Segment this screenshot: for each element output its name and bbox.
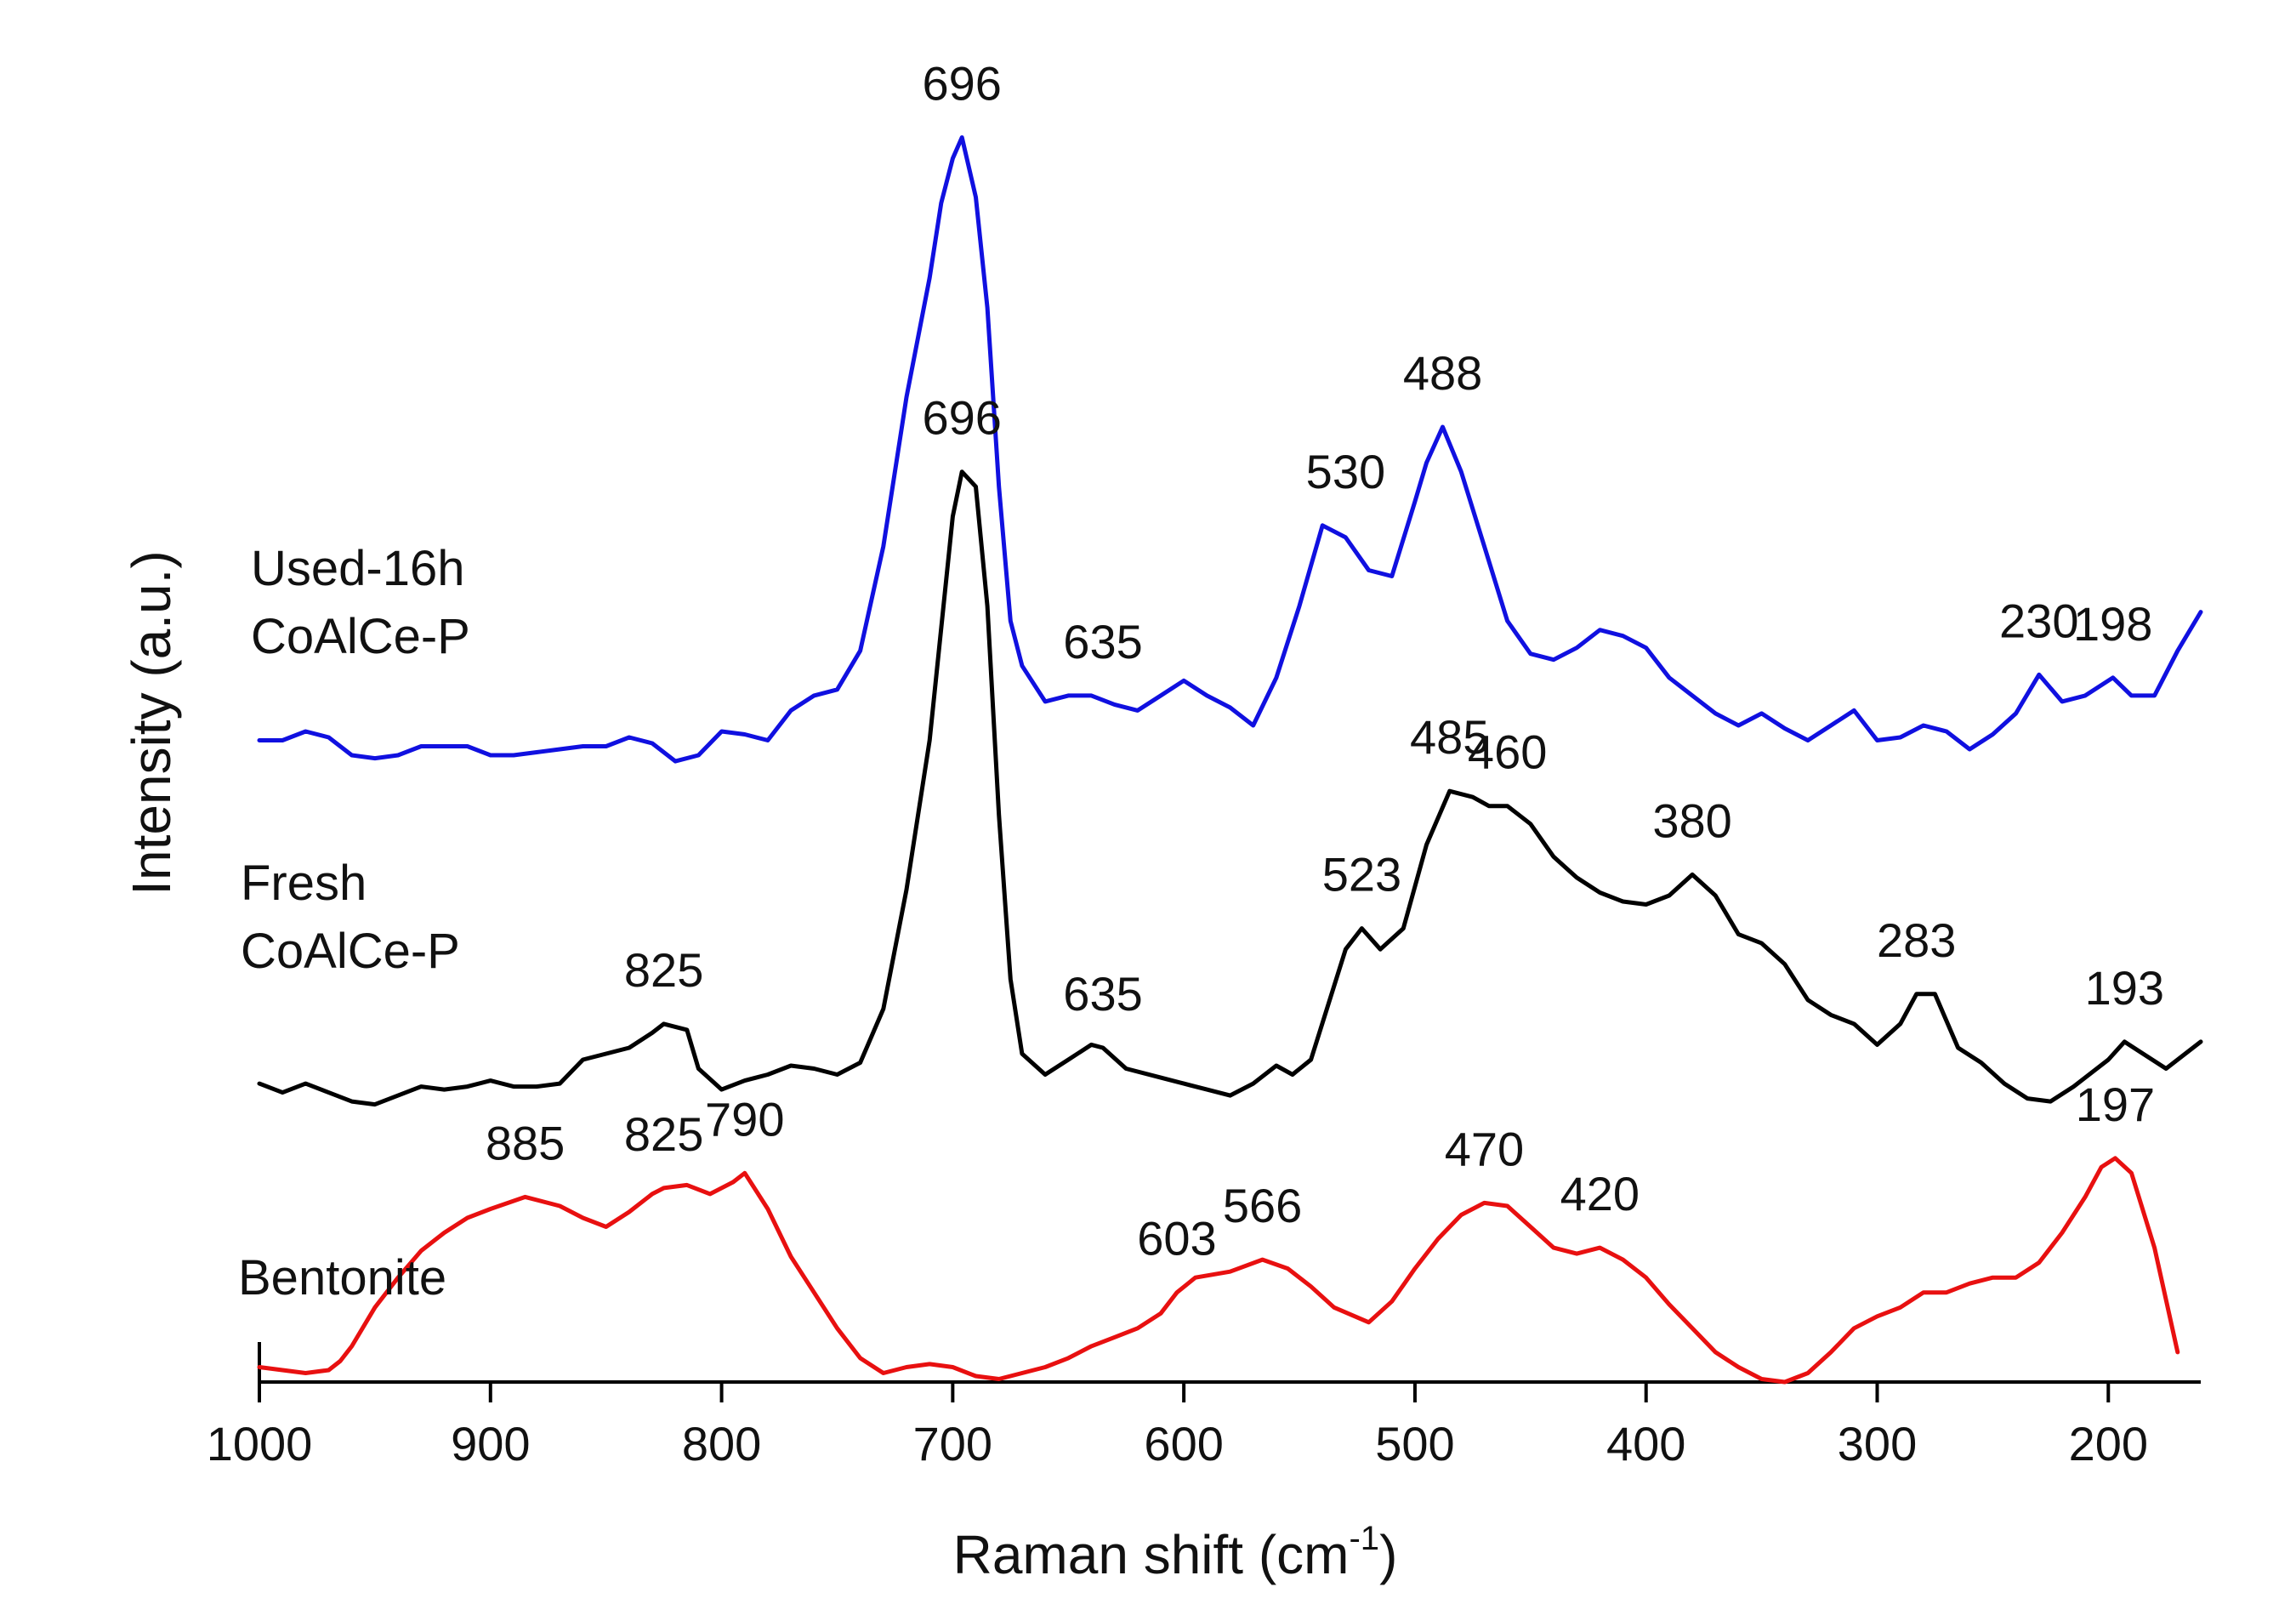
- x-axis-title: Raman shift (cm-1): [953, 1520, 1398, 1585]
- x-axis-title-superscript: -1: [1349, 1520, 1379, 1557]
- peak-label-fresh: 635: [1063, 967, 1142, 1021]
- peak-label-used: 696: [923, 57, 1002, 111]
- series-line-used: [257, 135, 2203, 764]
- peak-label-bentonite: 197: [2076, 1078, 2155, 1131]
- x-axis-title-close: ): [1379, 1524, 1397, 1585]
- series-label-fresh-line1: Fresh: [241, 856, 367, 911]
- x-tick-label: 500: [1375, 1417, 1454, 1470]
- peak-label-fresh: 193: [2085, 961, 2164, 1015]
- y-axis-title: Intensity (a.u.): [121, 550, 182, 896]
- peak-label-fresh: 523: [1322, 848, 1401, 902]
- series-line-bentonite: [257, 1156, 2180, 1385]
- peak-label-bentonite: 885: [486, 1116, 565, 1169]
- series-group: [257, 135, 2203, 1385]
- x-tick-label: 800: [682, 1417, 761, 1470]
- series-label-used-line2: CoAlCe-P: [251, 609, 470, 664]
- series-label-fresh-line2: CoAlCe-P: [241, 924, 460, 979]
- peak-label-fresh: 283: [1877, 913, 1956, 967]
- x-tick-label: 700: [913, 1417, 992, 1470]
- x-tick-label: 400: [1606, 1417, 1685, 1470]
- x-tick-label: 600: [1144, 1417, 1223, 1470]
- peak-label-bentonite: 603: [1137, 1212, 1216, 1266]
- peak-label-fresh: 460: [1468, 725, 1547, 779]
- x-tick-label: 200: [2069, 1417, 2148, 1470]
- x-axis-title-main: Raman shift (cm: [953, 1524, 1350, 1585]
- x-ticks: 1000 900 800 700 600 500 400 300 200: [207, 1382, 2148, 1470]
- peak-label-fresh: 825: [624, 943, 703, 997]
- peak-label-bentonite: 470: [1445, 1122, 1524, 1175]
- x-tick-label: 1000: [207, 1417, 313, 1470]
- peak-label-used: 230: [1999, 594, 2078, 647]
- series-label-bentonite: Bentonite: [238, 1250, 446, 1305]
- peak-label-used: 530: [1306, 445, 1385, 498]
- peak-label-fresh: 696: [923, 391, 1002, 445]
- x-tick-label: 300: [1838, 1417, 1917, 1470]
- peak-label-bentonite: 566: [1223, 1179, 1302, 1232]
- x-tick-label: 900: [451, 1417, 530, 1470]
- peak-label-used: 488: [1403, 346, 1482, 400]
- peak-label-bentonite: 790: [705, 1092, 784, 1146]
- peak-label-used: 198: [2073, 597, 2152, 651]
- peak-label-bentonite: 825: [624, 1107, 703, 1161]
- peak-label-used: 635: [1063, 615, 1142, 668]
- series-line-fresh: [257, 469, 2203, 1107]
- peak-label-fresh: 380: [1652, 793, 1731, 847]
- peak-label-fresh: 485: [1410, 710, 1489, 764]
- series-label-used-line1: Used-16h: [251, 541, 464, 596]
- peak-label-bentonite: 420: [1560, 1167, 1640, 1220]
